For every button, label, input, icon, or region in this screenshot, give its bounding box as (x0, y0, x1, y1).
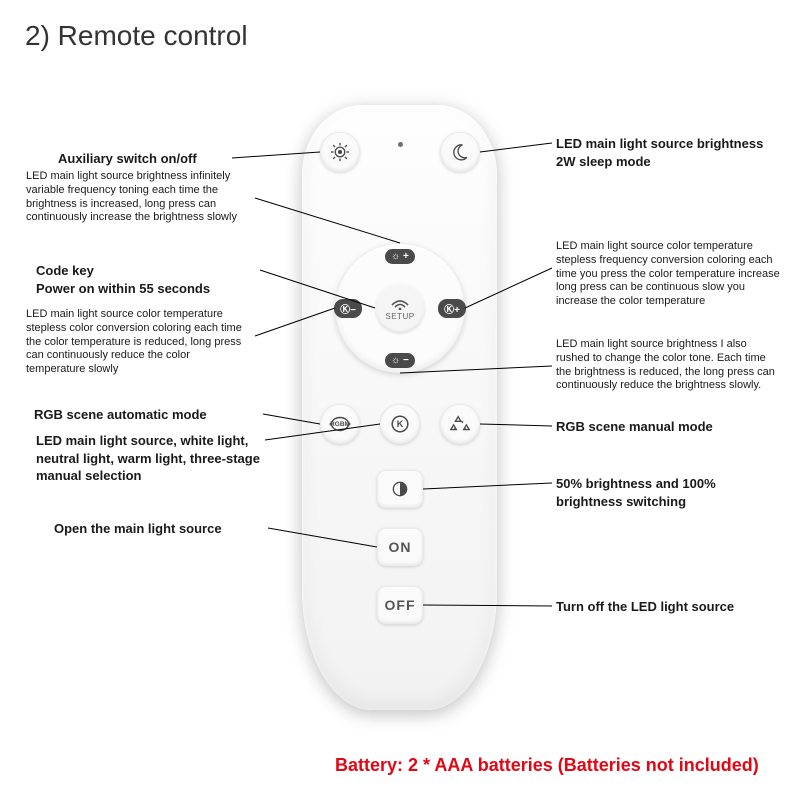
brightness-up-button[interactable]: ☼ + (382, 247, 418, 265)
callout-open_main: Open the main light source (54, 520, 264, 538)
rgb-manual-button[interactable] (440, 404, 480, 444)
setup-button[interactable]: SETUP (375, 283, 425, 333)
rgb-auto-button[interactable]: RGBM (320, 404, 360, 444)
callout-off: Turn off the LED light source (556, 598, 786, 616)
wifi-icon (390, 296, 410, 310)
callout-three_stage: LED main light source, white light, neut… (36, 432, 261, 485)
callout-fifty: 50% brightness and 100% brightness switc… (556, 475, 776, 510)
callout-kelvin_up: LED main light source color temperature … (556, 240, 781, 309)
svg-text:RGBM: RGBM (330, 421, 350, 428)
k-circle-icon: K (389, 413, 411, 435)
callout-kelvin_dn: LED main light source color temperature … (26, 308, 251, 377)
rgbm-cycle-icon: RGBM (328, 412, 352, 436)
on-button-label: ON (389, 539, 412, 555)
callout-sleep: LED main light source brightness 2W slee… (556, 135, 786, 170)
callout-aux: Auxiliary switch on/off (58, 150, 228, 168)
battery-note: Battery: 2 * AAA batteries (Batteries no… (335, 755, 759, 776)
kelvin-down-button[interactable]: Ⓚ− (330, 299, 366, 317)
off-button[interactable]: OFF (377, 586, 423, 624)
bulb-icon (329, 141, 351, 163)
svg-text:K: K (397, 419, 404, 429)
aux-power-button[interactable] (320, 132, 360, 172)
kelvin-up-button[interactable]: Ⓚ+ (434, 299, 470, 317)
moon-icon (450, 142, 470, 162)
recycle-icon (449, 413, 471, 435)
led-indicator (398, 142, 403, 147)
callout-bright_up: LED main light source brightness infinit… (26, 170, 251, 225)
callout-rgb_manual: RGB scene manual mode (556, 418, 776, 436)
half-circle-icon (390, 479, 410, 499)
brightness-down-button[interactable]: ☼ − (382, 351, 418, 369)
color-temp-button[interactable]: K (380, 404, 420, 444)
callout-bright_dn: LED main light source brightness I also … (556, 338, 781, 393)
contrast-button[interactable] (377, 470, 423, 508)
on-button[interactable]: ON (377, 528, 423, 566)
section-title: 2) Remote control (25, 20, 248, 52)
callout-rgb_auto: RGB scene automatic mode (34, 406, 259, 424)
callout-code: Code key Power on within 55 seconds (36, 262, 256, 297)
sleep-button[interactable] (440, 132, 480, 172)
setup-label: SETUP (385, 312, 414, 321)
off-button-label: OFF (385, 597, 416, 613)
